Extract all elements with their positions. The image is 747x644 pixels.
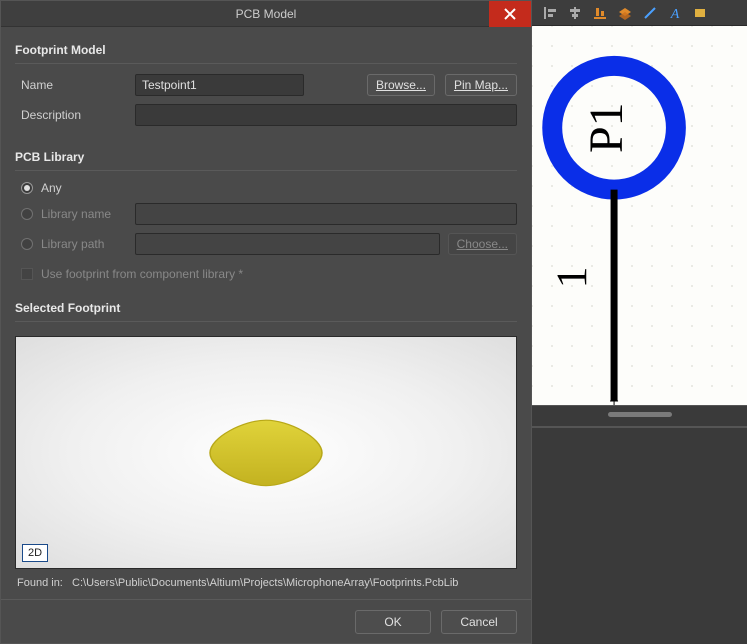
text-icon[interactable]: A: [663, 2, 687, 24]
name-input[interactable]: [135, 74, 304, 96]
library-name-input: [135, 203, 517, 225]
radio-library-name-label: Library name: [41, 207, 127, 221]
section-pcb-library-header: PCB Library: [15, 144, 517, 171]
use-component-library-checkbox: [21, 268, 33, 280]
editor-area: A P1 1: [532, 0, 747, 644]
footprint-shape-icon: [196, 403, 336, 503]
dialog-footer: OK Cancel: [1, 599, 531, 643]
found-in-label: Found in:: [17, 577, 63, 589]
toolbar: A: [532, 0, 747, 26]
radio-library-name[interactable]: [21, 208, 33, 220]
close-button[interactable]: [489, 1, 531, 27]
radio-library-path-label: Library path: [41, 237, 127, 251]
align-bottom-icon[interactable]: [588, 2, 612, 24]
found-in-path: C:\Users\Public\Documents\Altium\Project…: [72, 577, 458, 589]
radio-any-label: Any: [41, 181, 62, 195]
pcb-model-dialog: PCB Model Footprint Model Name Browse...…: [0, 0, 532, 644]
close-icon: [504, 8, 516, 20]
layer-icon[interactable]: [613, 2, 637, 24]
browse-button[interactable]: Browse...: [367, 74, 435, 96]
line-icon[interactable]: [638, 2, 662, 24]
found-in-row: Found in: C:\Users\Public\Documents\Alti…: [15, 569, 517, 599]
footprint-preview[interactable]: 2D: [15, 336, 517, 569]
description-label: Description: [15, 108, 125, 122]
choose-button: Choose...: [448, 233, 517, 255]
dialog-title: PCB Model: [236, 7, 297, 21]
align-left-icon[interactable]: [538, 2, 562, 24]
rect-icon[interactable]: [688, 2, 712, 24]
pin-label: P1: [580, 102, 633, 153]
cancel-button[interactable]: Cancel: [441, 610, 517, 634]
pin-map-button[interactable]: Pin Map...: [445, 74, 517, 96]
panel-below: [532, 427, 747, 644]
ok-button[interactable]: OK: [355, 610, 431, 634]
resize-handle[interactable]: [608, 412, 672, 417]
titlebar: PCB Model: [1, 1, 531, 27]
section-selected-footprint-header: Selected Footprint: [15, 295, 517, 322]
name-label: Name: [15, 78, 125, 92]
align-center-icon[interactable]: [563, 2, 587, 24]
description-input[interactable]: [135, 104, 517, 126]
radio-library-path[interactable]: [21, 238, 33, 250]
view-mode-badge[interactable]: 2D: [22, 544, 48, 562]
library-path-input: [135, 233, 440, 255]
section-footprint-model-header: Footprint Model: [15, 37, 517, 64]
svg-text:A: A: [670, 7, 680, 21]
use-component-library-label: Use footprint from component library *: [41, 267, 243, 281]
pin-designator: 1: [548, 266, 596, 288]
radio-any[interactable]: [21, 182, 33, 194]
schematic-canvas[interactable]: P1 1: [532, 26, 747, 406]
